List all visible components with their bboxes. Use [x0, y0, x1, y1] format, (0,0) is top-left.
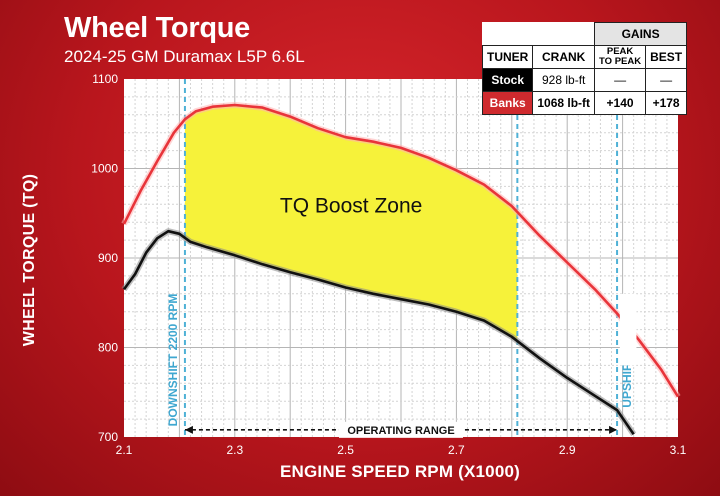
range-label: OPERATING RANGE — [347, 425, 454, 437]
chart-subtitle: 2024-25 GM Duramax L5P 6.6L — [64, 47, 305, 66]
stock-best-cell: — — [645, 67, 688, 92]
operating-range-annotation: OPERATING RANGE — [184, 421, 618, 438]
boost-zone-area — [184, 105, 518, 342]
series-line-stock — [122, 229, 635, 436]
x-tick-label: 3.1 — [670, 443, 687, 457]
axis-ticks: 2.1 2.3 2.5 2.7 2.9 3.1 700 800 900 1000 1100 — [91, 72, 686, 457]
stock-tuner-cell: Stock — [481, 67, 534, 92]
gains-group-header: GAINS — [594, 22, 688, 46]
y-tick-label: 1100 — [92, 72, 118, 86]
y-tick-label: 800 — [98, 341, 118, 355]
reference-line-label: DOWNSHIFT 2200 RPM — [166, 294, 180, 427]
x-tick-label: 2.1 — [116, 443, 133, 457]
range-arrow-right — [609, 425, 618, 434]
y-tick-label: 900 — [98, 251, 118, 265]
table-row: Banks 1068 lb-ft +140 +178 — [481, 90, 688, 115]
table-row: Stock 928 lb-ft — — — [481, 67, 688, 92]
banks-crank-cell: 1068 lb-ft — [532, 90, 596, 115]
stock-crank-cell: 928 lb-ft — [532, 67, 596, 92]
x-tick-label: 2.3 — [226, 443, 243, 457]
x-tick-label: 2.7 — [448, 443, 465, 457]
chart-title: Wheel Torque — [64, 12, 250, 44]
x-axis-label: ENGINE SPEED RPM (X1000) — [279, 462, 521, 481]
series-lines — [121, 102, 681, 436]
banks-peak-cell: +140 — [594, 90, 647, 115]
x-tick-label: 2.9 — [559, 443, 576, 457]
x-tick-label: 2.5 — [337, 443, 354, 457]
range-arrow-left — [184, 425, 193, 434]
y-tick-label: 1000 — [91, 162, 118, 176]
crank-header: CRANK — [532, 44, 596, 69]
boost-zone-label: TQ Boost Zone — [280, 194, 422, 217]
peak-header-bottom: TO PEAK — [599, 55, 642, 67]
range-label-bg — [339, 421, 463, 438]
banks-tuner-cell: Banks — [481, 90, 534, 115]
series-gap — [619, 293, 637, 366]
peak-header-top: PEAK — [606, 45, 634, 57]
y-tick-label: 700 — [98, 430, 118, 444]
series-line-banks — [122, 103, 680, 398]
best-header: BEST — [645, 44, 688, 69]
tuner-header: TUNER — [481, 44, 534, 69]
gains-table: GAINS TUNER CRANK PEAK TO PEAK BEST Stoc… — [481, 22, 688, 115]
banks-best-cell: +178 — [645, 90, 688, 115]
table-corner — [483, 23, 595, 46]
stock-peak-cell: — — [594, 67, 647, 92]
peak-header: PEAK TO PEAK — [594, 44, 647, 69]
